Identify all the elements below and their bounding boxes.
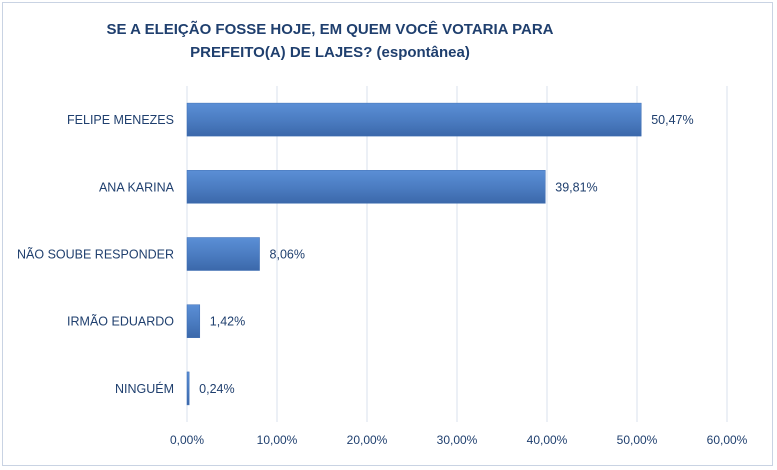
bar [186,102,642,137]
value-label: 0,24% [199,382,234,396]
bar [186,237,260,271]
x-tick-label: 0,00% [170,433,204,447]
category-label: FELIPE MENEZES [67,113,174,127]
category-label: NÃO SOUBE RESPONDER [17,248,174,262]
category-label: IRMÃO EDUARDO [67,315,174,329]
category-label: NINGUÉM [115,381,174,396]
chart-title-line1: SE A ELEIÇÃO FOSSE HOJE, EM QUEM VOCÊ VO… [106,21,554,38]
x-tick-label: 50,00% [617,433,658,447]
chart-frame [2,2,773,466]
x-tick-label: 40,00% [527,433,568,447]
chart-title-line2: PREFEITO(A) DE LAJES? (espontânea) [190,44,470,61]
category-label: ANA KARINA [99,180,175,194]
x-tick-label: 30,00% [437,433,478,447]
value-label: 8,06% [270,248,305,262]
gridlines [186,86,728,422]
bars [186,102,642,406]
value-label: 50,47% [651,113,693,127]
x-tick-label: 60,00% [707,433,748,447]
bar [186,371,190,406]
value-label: 39,81% [555,180,597,194]
labels: 0,00% 10,00% 20,00% 30,00% 40,00% 50,00% 60,00… [17,113,748,447]
x-tick-label: 20,00% [347,433,388,447]
x-tick-label: 10,00% [257,433,298,447]
bar [186,304,201,338]
value-label: 1,42% [210,315,245,329]
bar [186,170,546,204]
